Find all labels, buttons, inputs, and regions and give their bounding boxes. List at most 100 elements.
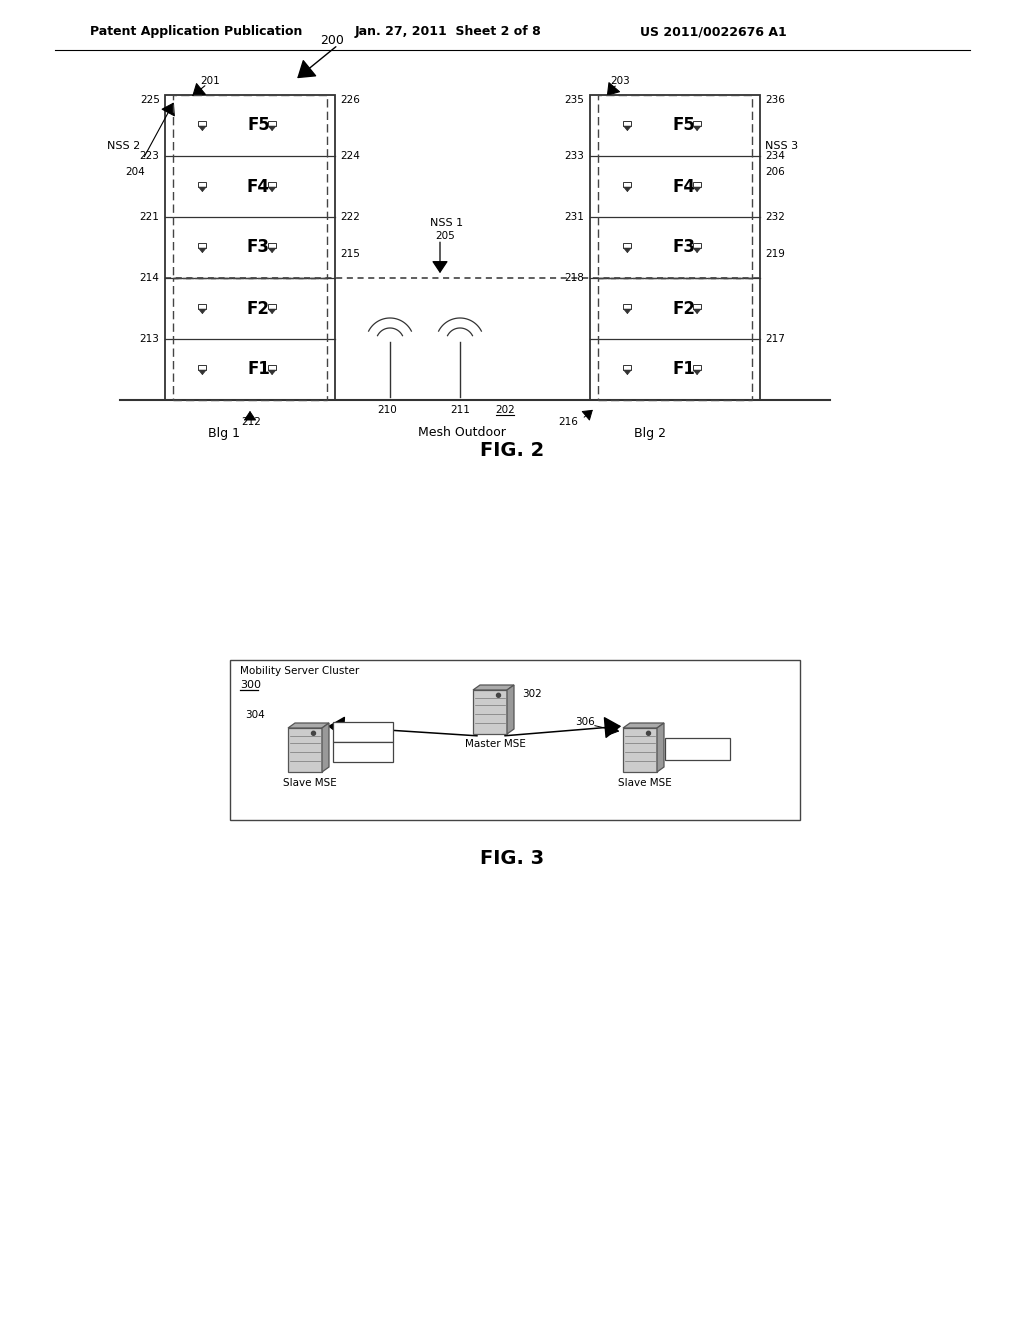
Bar — [598, 95, 752, 279]
Bar — [665, 738, 730, 760]
Bar — [693, 182, 701, 187]
Circle shape — [646, 731, 650, 735]
Text: 223: 223 — [139, 150, 159, 161]
Text: 213: 213 — [139, 334, 159, 345]
Bar — [288, 729, 322, 772]
Text: Master MSE: Master MSE — [465, 739, 525, 748]
Text: F4: F4 — [247, 177, 270, 195]
Bar — [173, 279, 327, 400]
Bar — [268, 243, 276, 248]
Text: 225: 225 — [140, 95, 160, 106]
Text: NSS 2: NSS 2 — [106, 141, 140, 152]
Text: 205: 205 — [435, 231, 455, 242]
Text: 219: 219 — [765, 248, 784, 259]
Text: 224: 224 — [340, 150, 359, 161]
Text: FIG. 3: FIG. 3 — [480, 849, 544, 867]
Text: 202: 202 — [496, 405, 515, 414]
Text: Blg 1: Blg 1 — [209, 426, 241, 440]
Text: 201: 201 — [200, 77, 220, 86]
Bar — [624, 121, 632, 127]
Text: 211: 211 — [451, 405, 470, 414]
Polygon shape — [657, 723, 664, 772]
Text: 217: 217 — [765, 334, 784, 345]
Text: 236: 236 — [765, 95, 784, 106]
Polygon shape — [507, 685, 514, 734]
Text: F4: F4 — [672, 177, 695, 195]
Circle shape — [497, 693, 501, 697]
Bar — [199, 121, 207, 127]
Bar — [199, 364, 207, 370]
Text: F3: F3 — [672, 239, 695, 256]
Bar — [473, 690, 507, 734]
Text: F1: F1 — [672, 360, 695, 379]
Text: 210: 210 — [377, 405, 397, 414]
Text: F2: F2 — [672, 300, 695, 318]
Polygon shape — [623, 723, 664, 729]
Polygon shape — [473, 685, 514, 690]
Text: Patent Application Publication: Patent Application Publication — [90, 25, 302, 38]
Text: 216: 216 — [558, 417, 578, 426]
Text: 234: 234 — [765, 150, 784, 161]
Bar — [624, 243, 632, 248]
Bar — [624, 182, 632, 187]
Bar — [590, 95, 760, 400]
Bar — [165, 95, 335, 400]
Text: NSS1: NSS1 — [347, 726, 379, 738]
Bar — [693, 121, 701, 127]
Text: 204: 204 — [125, 166, 144, 177]
Text: NSS3: NSS3 — [682, 742, 713, 755]
Bar — [268, 364, 276, 370]
Text: 214: 214 — [139, 273, 159, 282]
Bar — [333, 722, 393, 742]
Text: NSS 3: NSS 3 — [765, 141, 798, 152]
Text: 215: 215 — [340, 248, 359, 259]
Bar — [624, 364, 632, 370]
Polygon shape — [288, 723, 329, 729]
Text: 200: 200 — [319, 33, 344, 46]
Text: 221: 221 — [139, 213, 159, 222]
Text: 212: 212 — [242, 417, 261, 426]
Text: 302: 302 — [522, 689, 542, 700]
Bar — [268, 182, 276, 187]
Text: F5: F5 — [672, 116, 695, 135]
Text: F2: F2 — [247, 300, 270, 318]
Bar — [623, 729, 657, 772]
Bar — [230, 660, 800, 820]
Polygon shape — [322, 723, 329, 772]
Text: Jan. 27, 2011  Sheet 2 of 8: Jan. 27, 2011 Sheet 2 of 8 — [355, 25, 542, 38]
Bar — [199, 243, 207, 248]
Text: NSS 1: NSS 1 — [430, 218, 463, 228]
Text: 232: 232 — [765, 213, 784, 222]
Text: Blg 2: Blg 2 — [634, 426, 666, 440]
Bar — [268, 304, 276, 309]
Circle shape — [311, 731, 315, 735]
Text: Slave MSE: Slave MSE — [283, 777, 337, 788]
Text: 306: 306 — [575, 717, 595, 727]
Text: NSS2: NSS2 — [347, 746, 379, 759]
Bar — [199, 182, 207, 187]
Text: 222: 222 — [340, 213, 359, 222]
Text: F5: F5 — [247, 116, 270, 135]
Bar — [624, 304, 632, 309]
Bar — [199, 304, 207, 309]
Bar — [333, 742, 393, 762]
Text: Mesh Outdoor: Mesh Outdoor — [418, 426, 506, 440]
Bar — [268, 121, 276, 127]
Text: 218: 218 — [564, 273, 584, 282]
Bar — [598, 279, 752, 400]
Text: Slave MSE: Slave MSE — [618, 777, 672, 788]
Bar — [173, 95, 327, 279]
Text: 304: 304 — [245, 710, 265, 719]
Text: 233: 233 — [564, 150, 584, 161]
Text: FIG. 2: FIG. 2 — [480, 441, 544, 459]
Text: 235: 235 — [564, 95, 584, 106]
Text: US 2011/0022676 A1: US 2011/0022676 A1 — [640, 25, 786, 38]
Text: 300: 300 — [240, 680, 261, 690]
Text: 226: 226 — [340, 95, 359, 106]
Text: 203: 203 — [610, 77, 630, 86]
Text: F1: F1 — [247, 360, 270, 379]
Text: F3: F3 — [247, 239, 270, 256]
Bar — [693, 304, 701, 309]
Bar — [693, 243, 701, 248]
Text: Mobility Server Cluster: Mobility Server Cluster — [240, 667, 359, 676]
